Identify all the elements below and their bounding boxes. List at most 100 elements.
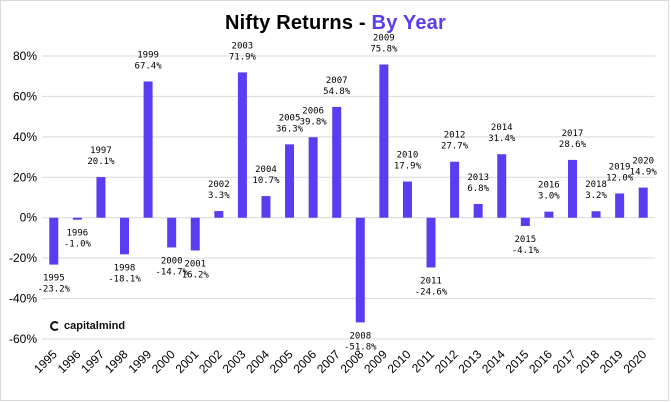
- y-tick-label: 0%: [20, 211, 38, 225]
- data-label-value: 16.2%: [182, 270, 210, 280]
- data-label-year: 1997: [90, 146, 112, 156]
- data-label-year: 2000: [161, 256, 183, 266]
- bar: [237, 72, 247, 218]
- x-axis: 1995199619971998199920002001200220032004…: [31, 347, 649, 376]
- x-tick-label: 2002: [196, 347, 225, 376]
- bar: [167, 217, 177, 248]
- x-tick-label: 2017: [550, 347, 579, 376]
- x-tick-label: 2006: [290, 347, 319, 376]
- x-tick-label: 2001: [173, 347, 202, 376]
- data-label: 1995-23.2%: [38, 274, 71, 295]
- x-tick-label: 2013: [456, 347, 485, 376]
- data-label-value: 14.9%: [630, 168, 658, 178]
- bar: [402, 181, 412, 218]
- bar: [120, 217, 130, 255]
- logo-mark-icon: [50, 321, 60, 331]
- x-tick-label: 1999: [125, 347, 154, 376]
- data-label-year: 2014: [491, 123, 513, 133]
- x-tick-label: 2015: [503, 347, 532, 376]
- bar: [497, 154, 507, 218]
- data-label-value: 27.7%: [441, 142, 469, 152]
- bar: [96, 177, 106, 218]
- data-label: 2000-14.7%: [155, 256, 188, 277]
- x-tick-label: 2018: [573, 347, 602, 376]
- data-label-value: 3.2%: [585, 191, 607, 201]
- data-label-year: 2004: [255, 165, 277, 175]
- x-tick-label: 2005: [267, 347, 296, 376]
- x-tick-label: 2016: [526, 347, 555, 376]
- bar: [355, 217, 365, 323]
- bars: [49, 64, 648, 323]
- bar: [450, 161, 460, 218]
- bar: [285, 144, 295, 218]
- data-label-year: 2006: [302, 106, 324, 116]
- data-label-year: 1998: [114, 263, 136, 273]
- bar: [615, 193, 625, 218]
- data-label-value: -18.1%: [108, 274, 141, 284]
- data-label-value: 6.8%: [467, 184, 489, 194]
- data-label-value: 3.3%: [208, 191, 230, 201]
- x-tick-label: 1997: [78, 347, 107, 376]
- data-label-year: 2001: [184, 259, 206, 269]
- data-label-year: 2002: [208, 180, 230, 190]
- data-label-value: -24.6%: [415, 287, 448, 297]
- data-label-value: -23.2%: [38, 285, 71, 295]
- data-label-value: 36.3%: [276, 124, 304, 134]
- data-label: 1998-18.1%: [108, 263, 141, 284]
- data-label-value: -4.1%: [512, 246, 540, 256]
- data-label-value: 39.8%: [300, 117, 328, 127]
- data-label-year: 2003: [232, 41, 254, 51]
- data-label-value: -51.8%: [344, 342, 377, 352]
- bar: [379, 64, 389, 218]
- logo-text: capitalmind: [64, 320, 126, 332]
- x-tick-label: 2011: [409, 347, 437, 375]
- title-main: Nifty Returns -: [225, 12, 372, 34]
- x-tick-label: 1998: [102, 347, 131, 376]
- bar: [261, 196, 271, 218]
- data-label-value: 20.1%: [87, 157, 115, 167]
- bar: [49, 217, 59, 265]
- x-tick-label: 2014: [479, 347, 508, 376]
- data-label-value: -1.0%: [64, 240, 92, 250]
- data-label-year: 2007: [326, 76, 348, 86]
- data-label-year: 2010: [397, 151, 419, 161]
- bar: [567, 159, 577, 218]
- data-label-year: 2019: [609, 162, 631, 172]
- bar: [143, 81, 153, 218]
- data-label-value: 75.8%: [370, 44, 398, 54]
- x-tick-label: 2003: [220, 347, 249, 376]
- data-labels: 1995-23.2%1996-1.0%199720.1%1998-18.1%19…: [38, 33, 658, 352]
- data-label-year: 2013: [467, 173, 489, 183]
- y-tick-label: 80%: [13, 49, 37, 63]
- x-tick-label: 1995: [31, 347, 60, 376]
- bar: [544, 211, 554, 218]
- data-label-year: 2005: [279, 113, 301, 123]
- y-tick-label: -20%: [9, 251, 37, 265]
- data-label-value: 12.0%: [606, 173, 634, 183]
- x-tick-label: 1996: [55, 347, 84, 376]
- x-tick-label: 2019: [597, 347, 626, 376]
- data-label-year: 1996: [67, 229, 89, 239]
- data-label-value: 10.7%: [252, 176, 280, 186]
- y-tick-label: -40%: [9, 292, 37, 306]
- y-tick-label: 60%: [13, 89, 37, 103]
- x-tick-label: 2000: [149, 347, 178, 376]
- data-label-year: 2017: [562, 129, 584, 139]
- gridlines: [42, 55, 655, 340]
- data-label-year: 1995: [43, 274, 65, 284]
- bar: [190, 217, 200, 251]
- data-label-value: -14.7%: [155, 267, 188, 277]
